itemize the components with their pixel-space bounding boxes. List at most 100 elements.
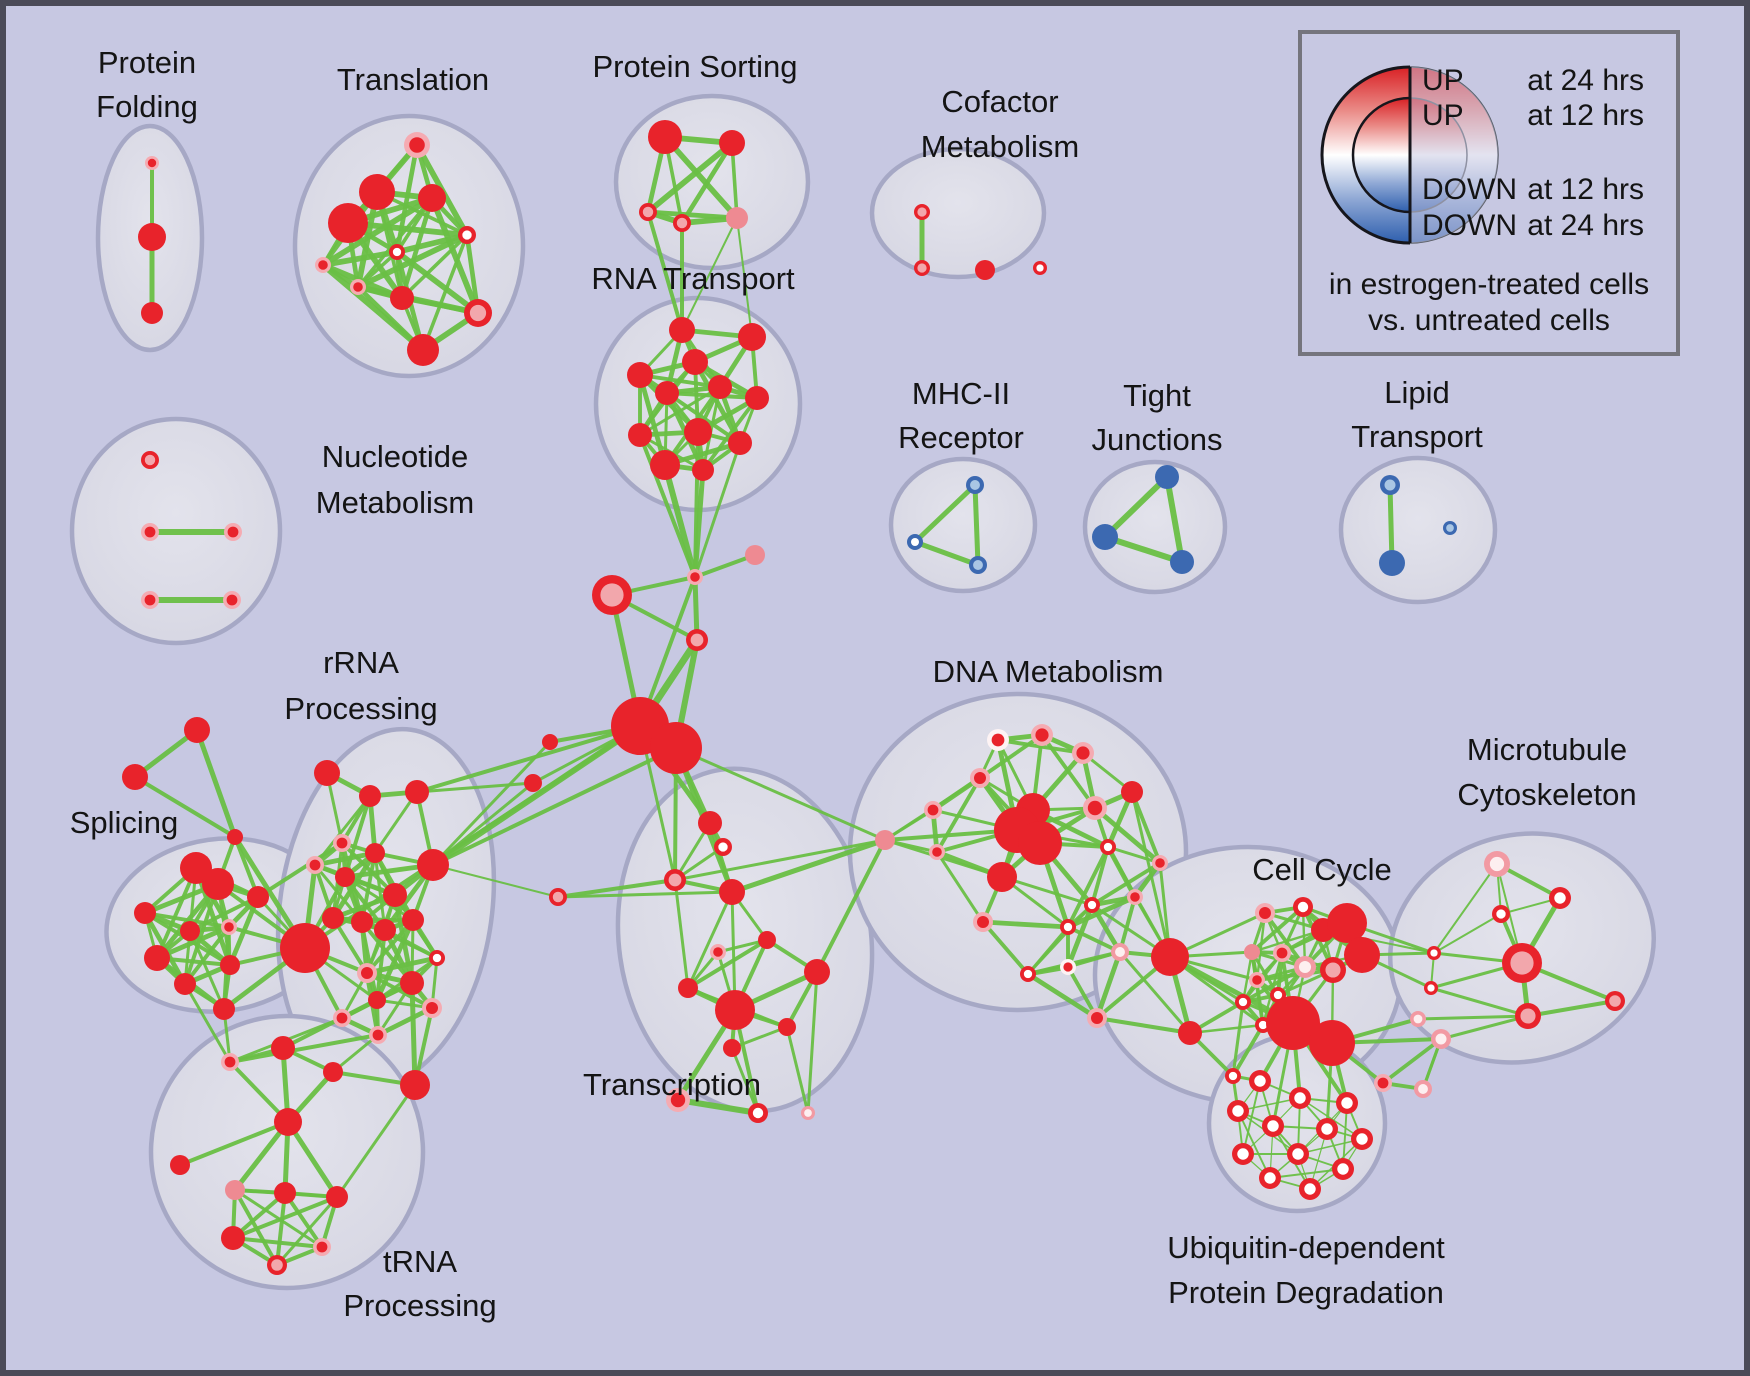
gene-node-tr-1 — [359, 174, 395, 210]
gene-node-sp-6 — [144, 945, 170, 971]
cluster-label-pf-line0: Protein — [98, 45, 196, 80]
edge-link — [674, 746, 887, 842]
cluster-label-ps-line0: Protein Sorting — [592, 49, 797, 84]
gene-node-dm-19-center — [1063, 962, 1073, 972]
gene-node-rr-4-center — [309, 859, 321, 871]
edge-sp — [183, 882, 220, 986]
edge-tn — [232, 1119, 291, 1193]
edge-link — [415, 724, 642, 794]
gene-node-tr-6-center — [318, 260, 328, 270]
gene-node-dm-21-center — [1063, 922, 1073, 932]
edge-dm — [1066, 925, 1122, 954]
edge-link — [415, 781, 535, 794]
edge-tn — [275, 1195, 339, 1267]
gene-node-ub-6-center — [1356, 1133, 1368, 1145]
edge-dm — [1089, 902, 1123, 955]
edge-link — [673, 838, 887, 882]
edge-lt — [1387, 482, 1395, 566]
gene-node-rr-6 — [335, 867, 355, 887]
gene-node-ps-0 — [648, 120, 682, 154]
gene-node-dm-13-center — [1155, 858, 1165, 868]
cluster-label-sp-line0: Splicing — [70, 805, 179, 840]
cluster-ellipse-cf — [869, 146, 1047, 280]
gene-node-nm-1-center — [144, 526, 156, 538]
gene-node-tn-1 — [271, 1036, 295, 1060]
edge-link — [431, 746, 678, 867]
gene-node-cc-7-center — [1298, 960, 1312, 974]
edge-tn — [178, 1120, 290, 1167]
edge-mh — [912, 539, 981, 568]
edge-ps — [645, 140, 735, 215]
gene-node-tr-2 — [418, 184, 446, 212]
gene-node-rt-10 — [650, 450, 680, 480]
cluster-label-cf-line1: Metabolism — [921, 129, 1080, 164]
edge-link — [431, 740, 552, 867]
gene-node-rt-7 — [684, 418, 712, 446]
edge-rr — [374, 917, 416, 1003]
gene-node-rr-7 — [417, 849, 449, 881]
gene-node-dm-8 — [1018, 821, 1062, 865]
edge-tc — [686, 890, 734, 990]
gene-node-ch-3-center — [690, 633, 704, 647]
edge-cc — [1250, 905, 1305, 954]
edge-ub — [1269, 1168, 1344, 1179]
legend-direction-1: UP — [1422, 99, 1464, 132]
gene-node-rr-19-center — [426, 1002, 438, 1014]
gene-node-mt-3-center — [1510, 951, 1534, 975]
edge-mt — [1416, 1014, 1530, 1021]
edge-dm — [1065, 902, 1095, 970]
gene-node-dm-10-center — [1103, 842, 1113, 852]
legend-direction-3: DOWN — [1422, 209, 1517, 242]
edge-tn — [285, 1119, 340, 1200]
gene-node-ub-10-center — [1264, 1172, 1276, 1184]
legend-time-0: at 24 hrs — [1527, 64, 1644, 97]
gene-node-ub-1-center — [1294, 1092, 1306, 1104]
edge-dm — [1130, 790, 1162, 865]
edge-link — [228, 1033, 380, 1064]
gene-node-tn-4 — [274, 1108, 302, 1136]
gene-node-tr-3 — [328, 203, 368, 243]
edge-cc — [1381, 1037, 1443, 1085]
gene-node-tr-9-center — [469, 304, 487, 322]
cluster-ellipse-lt — [1338, 455, 1498, 605]
gene-node-mt-2-center — [1496, 909, 1506, 919]
gene-node-tc-7 — [678, 978, 698, 998]
gene-node-cc-0-center — [1259, 907, 1271, 919]
gene-node-lt-0-center — [1384, 479, 1396, 491]
edge-rr — [373, 790, 419, 855]
gene-node-cc-18-center — [1377, 1077, 1389, 1089]
edge-rt — [701, 396, 759, 472]
legend-direction-0: UP — [1422, 64, 1464, 97]
gene-node-rt-6 — [745, 386, 769, 410]
gene-node-dm-0-center — [991, 733, 1005, 747]
edge-rr — [360, 920, 379, 1002]
edge-tc — [556, 890, 734, 899]
edge-rr — [312, 850, 378, 868]
gene-node-tc-11 — [723, 1039, 741, 1057]
gene-node-rr-16 — [368, 991, 386, 1009]
gene-node-mh-0-center — [970, 480, 980, 490]
gene-node-rr-15 — [400, 971, 424, 995]
gene-node-tc-13-center — [752, 1107, 764, 1119]
gene-node-dm-20-center — [977, 916, 989, 928]
gene-node-rt-2 — [682, 349, 708, 375]
edge-link — [815, 838, 887, 974]
gene-node-tc-5 — [758, 931, 776, 949]
gene-node-tn-0-center — [224, 1056, 236, 1068]
edge-tc — [730, 1046, 760, 1115]
gene-node-tn-2 — [323, 1062, 343, 1082]
legend-time-3: at 24 hrs — [1527, 209, 1644, 242]
gene-node-mt-5-center — [1609, 995, 1621, 1007]
cluster-label-ub-line1: Protein Degradation — [1168, 1275, 1444, 1310]
cluster-label-pf-line1: Folding — [96, 89, 198, 124]
gene-node-sp-5-center — [224, 922, 234, 932]
edge-dm — [1106, 845, 1162, 865]
edge-link — [1130, 790, 1172, 959]
legend-outer-arc — [1320, 65, 1411, 245]
gene-node-tc-4-center — [552, 891, 564, 903]
edge-tr — [394, 249, 481, 316]
gene-node-tc-0 — [698, 811, 722, 835]
edge-sx — [133, 775, 237, 839]
edge-sp — [183, 925, 231, 986]
